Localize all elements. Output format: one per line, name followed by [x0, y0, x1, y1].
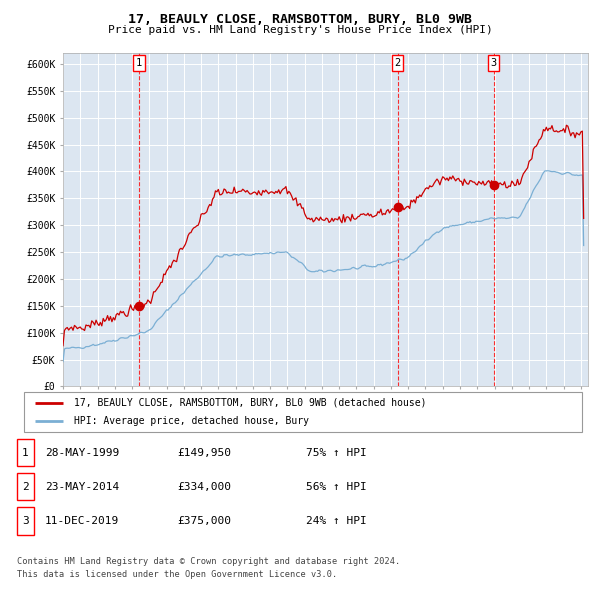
Text: 28-MAY-1999: 28-MAY-1999 — [45, 448, 119, 457]
Text: 3: 3 — [22, 516, 29, 526]
Text: 2: 2 — [395, 58, 401, 68]
Text: HPI: Average price, detached house, Bury: HPI: Average price, detached house, Bury — [74, 416, 309, 426]
Text: £375,000: £375,000 — [177, 516, 231, 526]
Text: 2: 2 — [22, 482, 29, 491]
Text: Contains HM Land Registry data © Crown copyright and database right 2024.: Contains HM Land Registry data © Crown c… — [17, 558, 400, 566]
Text: £149,950: £149,950 — [177, 448, 231, 457]
Text: 1: 1 — [136, 58, 142, 68]
Text: 75% ↑ HPI: 75% ↑ HPI — [306, 448, 367, 457]
Text: 1: 1 — [22, 448, 29, 457]
Text: 11-DEC-2019: 11-DEC-2019 — [45, 516, 119, 526]
Text: This data is licensed under the Open Government Licence v3.0.: This data is licensed under the Open Gov… — [17, 571, 337, 579]
Text: Price paid vs. HM Land Registry's House Price Index (HPI): Price paid vs. HM Land Registry's House … — [107, 25, 493, 35]
Text: 23-MAY-2014: 23-MAY-2014 — [45, 482, 119, 491]
Text: 56% ↑ HPI: 56% ↑ HPI — [306, 482, 367, 491]
Text: 17, BEAULY CLOSE, RAMSBOTTOM, BURY, BL0 9WB (detached house): 17, BEAULY CLOSE, RAMSBOTTOM, BURY, BL0 … — [74, 398, 427, 408]
Text: 24% ↑ HPI: 24% ↑ HPI — [306, 516, 367, 526]
Text: £334,000: £334,000 — [177, 482, 231, 491]
Text: 3: 3 — [490, 58, 497, 68]
Text: 17, BEAULY CLOSE, RAMSBOTTOM, BURY, BL0 9WB: 17, BEAULY CLOSE, RAMSBOTTOM, BURY, BL0 … — [128, 13, 472, 26]
